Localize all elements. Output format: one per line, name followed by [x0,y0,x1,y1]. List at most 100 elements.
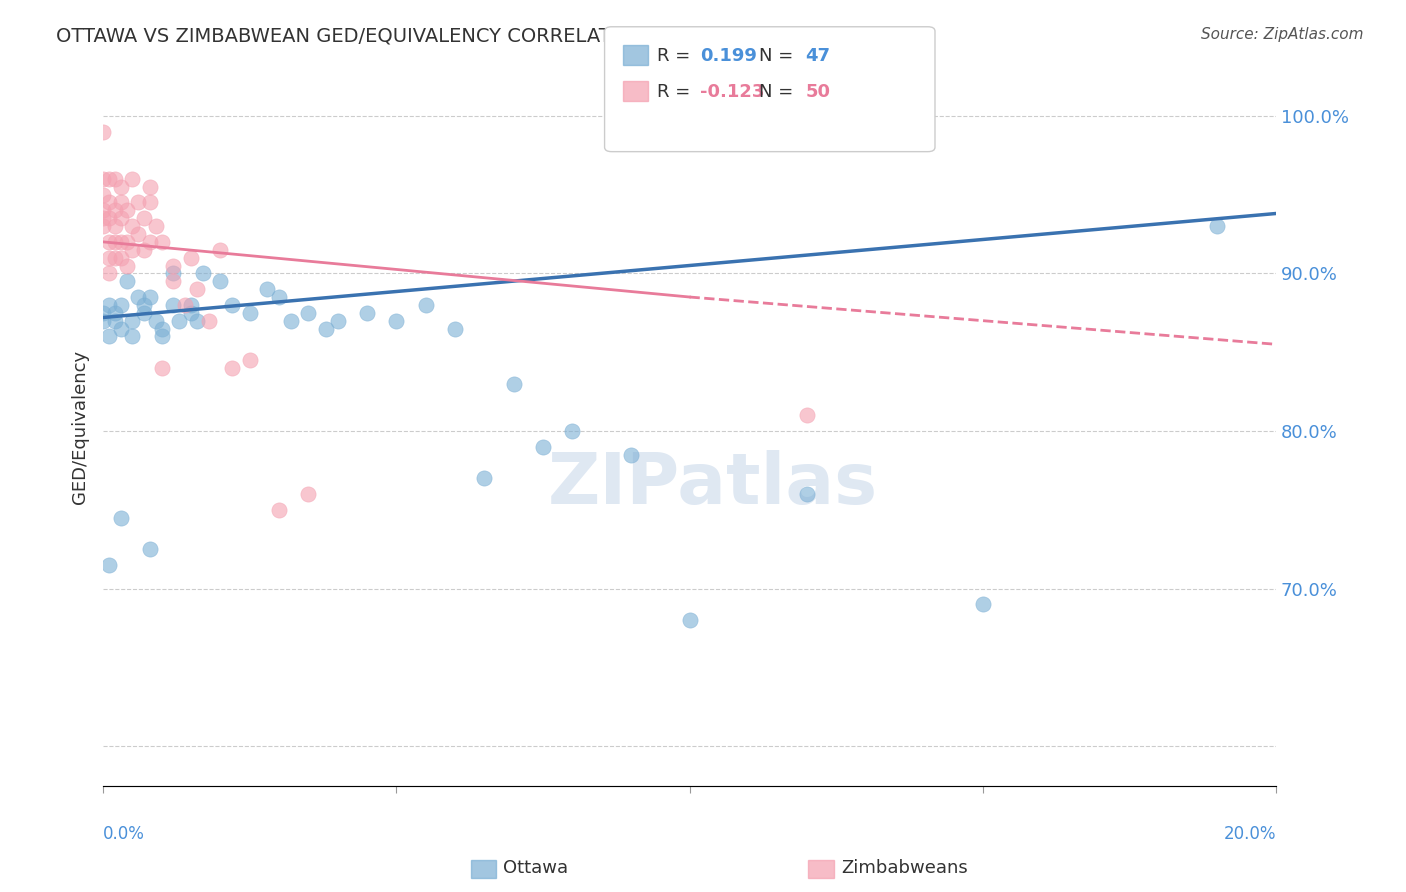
Text: Ottawa: Ottawa [503,859,568,877]
Text: 47: 47 [806,47,831,65]
Point [472,471,495,485]
Point [91,171,114,186]
Point [98,235,121,249]
Point [197,313,219,327]
Text: ZIPatlas: ZIPatlas [548,450,879,519]
Point [139,195,162,210]
Point [620,448,643,462]
Point [110,510,132,524]
Point [115,274,138,288]
Point [162,298,184,312]
Point [239,353,262,368]
Point [796,408,818,422]
Text: N =: N = [759,47,799,65]
Point [297,306,319,320]
Point [150,329,173,343]
Point [134,211,156,226]
Point [239,306,262,320]
Point [139,290,162,304]
Point [98,298,121,312]
Point [150,235,173,249]
Point [796,487,818,501]
Text: 20.0%: 20.0% [1223,825,1277,843]
Text: R =: R = [657,47,696,65]
Point [115,235,138,249]
Point [186,282,208,296]
Point [91,124,114,138]
Point [98,195,121,210]
Point [104,235,127,249]
Point [186,313,208,327]
Text: -0.123: -0.123 [700,83,765,101]
Point [98,171,121,186]
Point [385,313,408,327]
Point [110,211,132,226]
Text: Source: ZipAtlas.com: Source: ZipAtlas.com [1201,27,1364,42]
Point [110,195,132,210]
Point [280,313,302,327]
Point [104,219,127,233]
Text: R =: R = [657,83,696,101]
Point [174,298,197,312]
Point [139,235,162,249]
Y-axis label: GED/Equivalency: GED/Equivalency [72,350,89,504]
Point [209,274,232,288]
Point [356,306,378,320]
Point [91,313,114,327]
Point [162,274,184,288]
Point [121,219,143,233]
Point [502,376,524,391]
Point [115,259,138,273]
Point [115,203,138,218]
Point [91,203,114,218]
Point [121,243,143,257]
Point [180,306,202,320]
Point [169,313,191,327]
Text: 0.199: 0.199 [700,47,756,65]
Point [221,360,243,375]
Point [221,298,243,312]
Point [121,329,143,343]
Point [139,542,162,557]
Point [972,597,994,611]
Point [91,211,114,226]
Point [297,487,319,501]
Point [134,298,156,312]
Point [91,187,114,202]
Point [104,203,127,218]
Point [180,298,202,312]
Text: Zimbabweans: Zimbabweans [841,859,967,877]
Point [98,266,121,280]
Point [267,502,290,516]
Point [561,424,583,438]
Text: N =: N = [759,83,799,101]
Point [162,259,184,273]
Point [110,235,132,249]
Point [104,313,127,327]
Point [127,227,149,241]
Point [415,298,437,312]
Point [98,211,121,226]
Point [267,290,290,304]
Point [180,251,202,265]
Point [150,321,173,335]
Point [315,321,337,335]
Point [150,360,173,375]
Point [326,313,349,327]
Point [127,195,149,210]
Point [98,558,121,572]
Point [98,251,121,265]
Point [127,290,149,304]
Point [139,179,162,194]
Point [531,440,554,454]
Point [110,298,132,312]
Point [110,251,132,265]
Point [145,219,167,233]
Point [110,321,132,335]
Point [134,306,156,320]
Point [444,321,467,335]
Point [134,243,156,257]
Point [162,266,184,280]
Text: 0.0%: 0.0% [103,825,145,843]
Point [121,313,143,327]
